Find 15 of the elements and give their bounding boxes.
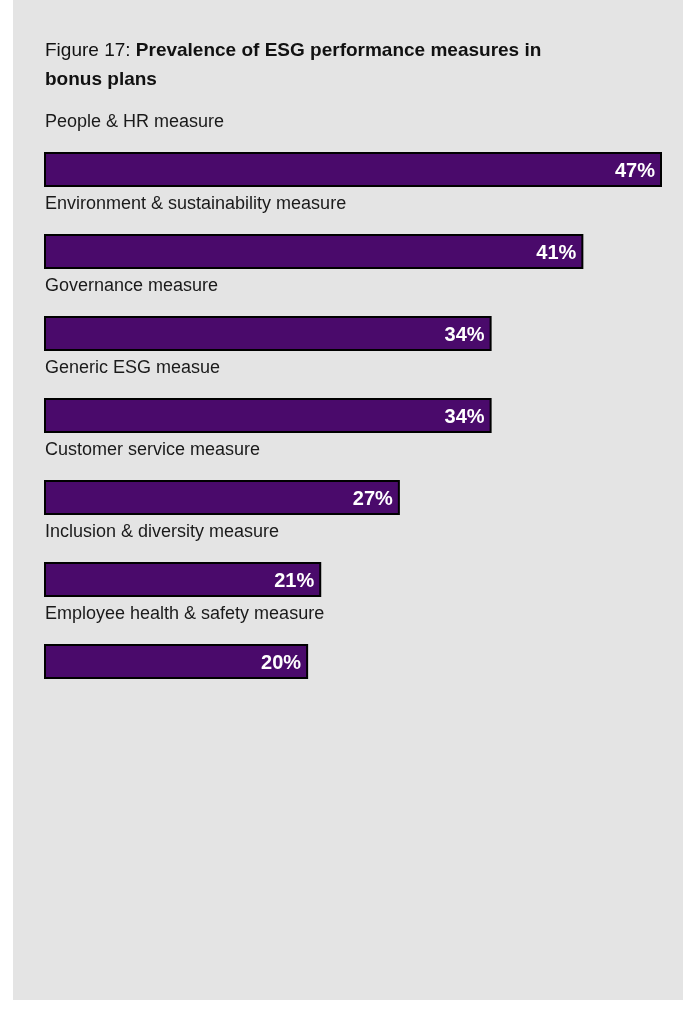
- data-label: 27%: [352, 487, 394, 509]
- y-tick-label: Governance measure: [45, 275, 219, 295]
- data-label: 20%: [261, 651, 302, 673]
- y-tick-label: Environment & sustainability measure: [45, 193, 347, 213]
- data-label: 21%: [274, 569, 315, 591]
- data-label: 47%: [614, 159, 656, 181]
- y-tick-label: Inclusion & diversity measure: [45, 521, 280, 541]
- data-label: 41%: [536, 241, 577, 263]
- y-tick-label: Generic ESG measue: [45, 357, 221, 377]
- y-tick-label: Employee health & safety measure: [45, 603, 325, 623]
- chart-title: Figure 17: Prevalence of ESG performance measures in bonus plans: [45, 39, 542, 89]
- data-label: 34%: [444, 323, 485, 345]
- y-tick-label: People & HR measure: [45, 111, 225, 131]
- data-label: 34%: [444, 405, 485, 427]
- y-tick-label: Customer service measure: [45, 439, 261, 459]
